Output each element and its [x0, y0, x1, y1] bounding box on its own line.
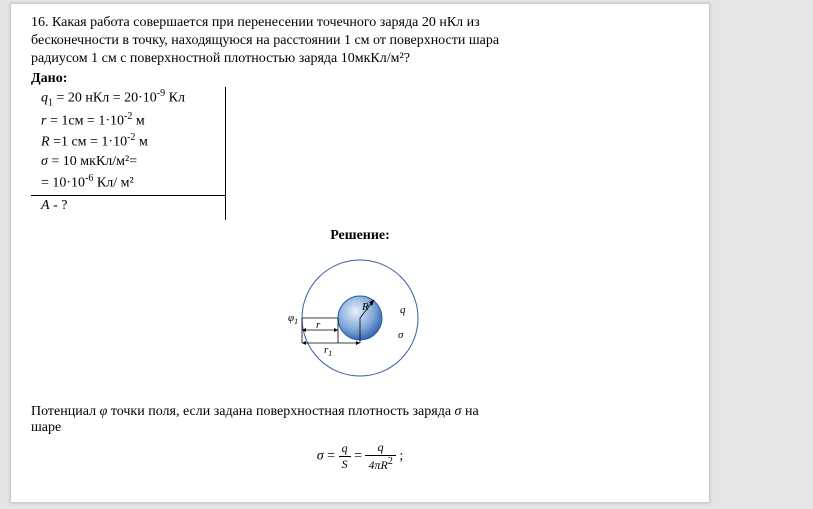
- q1-unit: Кл: [165, 90, 185, 105]
- f-den1: S: [339, 457, 351, 472]
- given-box: q1 = 20 нКл = 20·10-9 Кл r = 1см = 1·10-…: [31, 87, 226, 195]
- diagram-svg: R r r1 φ1 q σ: [280, 248, 440, 393]
- r-val: = 1см = 1·10: [46, 113, 124, 128]
- R-unit: м: [135, 135, 147, 150]
- solution-label: Решение:: [31, 228, 689, 244]
- pot-a: Потенциал: [31, 404, 100, 419]
- given-label: Дано:: [31, 71, 689, 87]
- sigma-val: = 10 мкКл/м²=: [48, 154, 137, 169]
- problem-line-1: Какая работа совершается при перенесении…: [52, 15, 480, 30]
- pot-f: шаре: [31, 420, 61, 435]
- R-sym: R: [41, 135, 50, 150]
- given-line-3: R =1 см = 1·10-2 м: [41, 131, 185, 153]
- q1-val: = 20 нКл = 20·10: [53, 90, 157, 105]
- formula: σ = q S = q 4πR2 ;: [31, 440, 689, 473]
- f-eq1: =: [327, 449, 338, 464]
- find-line: A - ?: [31, 196, 226, 220]
- given-block: q1 = 20 нКл = 20·10-9 Кл r = 1см = 1·10-…: [31, 87, 226, 220]
- f-den2a: 4πR: [368, 458, 387, 472]
- frac1: q S: [339, 441, 351, 472]
- r-label: r: [316, 319, 321, 331]
- phi1-label: φ1: [288, 312, 298, 326]
- given-line-4: σ = 10 мкКл/м²=: [41, 153, 185, 172]
- f-den2sup: 2: [388, 456, 393, 467]
- given-line-1: q1 = 20 нКл = 20·10-9 Кл: [41, 87, 185, 110]
- problem-line-3: радиусом 1 см с поверхностной плотностью…: [31, 51, 410, 66]
- frac2: q 4πR2: [365, 440, 395, 473]
- f-num2: q: [365, 440, 395, 456]
- R-val: =1 см = 1·10: [50, 135, 128, 150]
- r1-arrow-l: [302, 341, 306, 345]
- q1-exp: -9: [157, 88, 165, 99]
- sigma-label: σ: [398, 329, 404, 341]
- given-line-2: r = 1см = 1·10-2 м: [41, 110, 185, 132]
- pot-e: на: [461, 404, 478, 419]
- diagram: R r r1 φ1 q σ: [31, 248, 689, 398]
- f-den2: 4πR2: [365, 456, 395, 473]
- sigma-val2: = 10·10: [41, 175, 85, 190]
- find-a: A: [41, 198, 50, 213]
- page: 16. Какая работа совершается при перенес…: [10, 3, 710, 503]
- potential-text: Потенциал φ точки поля, если задана пове…: [31, 404, 689, 436]
- f-num1: q: [339, 441, 351, 457]
- pot-c: точки поля, если задана поверхностная пл…: [107, 404, 454, 419]
- R-label: R: [361, 301, 369, 313]
- find-b: - ?: [50, 198, 68, 213]
- problem-line-2: бесконечности в точку, находящуюся на ра…: [31, 33, 499, 48]
- sigma-unit: Кл/ м²: [93, 175, 133, 190]
- f-semi: ;: [399, 449, 403, 464]
- given-line-5: = 10·10-6 Кл/ м²: [41, 172, 185, 194]
- q-label: q: [400, 304, 406, 316]
- r-unit: м: [132, 113, 144, 128]
- f-eq2: =: [354, 449, 365, 464]
- q1-sym: q: [41, 90, 48, 105]
- f-sigma: σ: [317, 449, 324, 464]
- problem-text: 16. Какая работа совершается при перенес…: [31, 14, 689, 69]
- sigma-sym: σ: [41, 154, 48, 169]
- problem-number: 16.: [31, 15, 49, 30]
